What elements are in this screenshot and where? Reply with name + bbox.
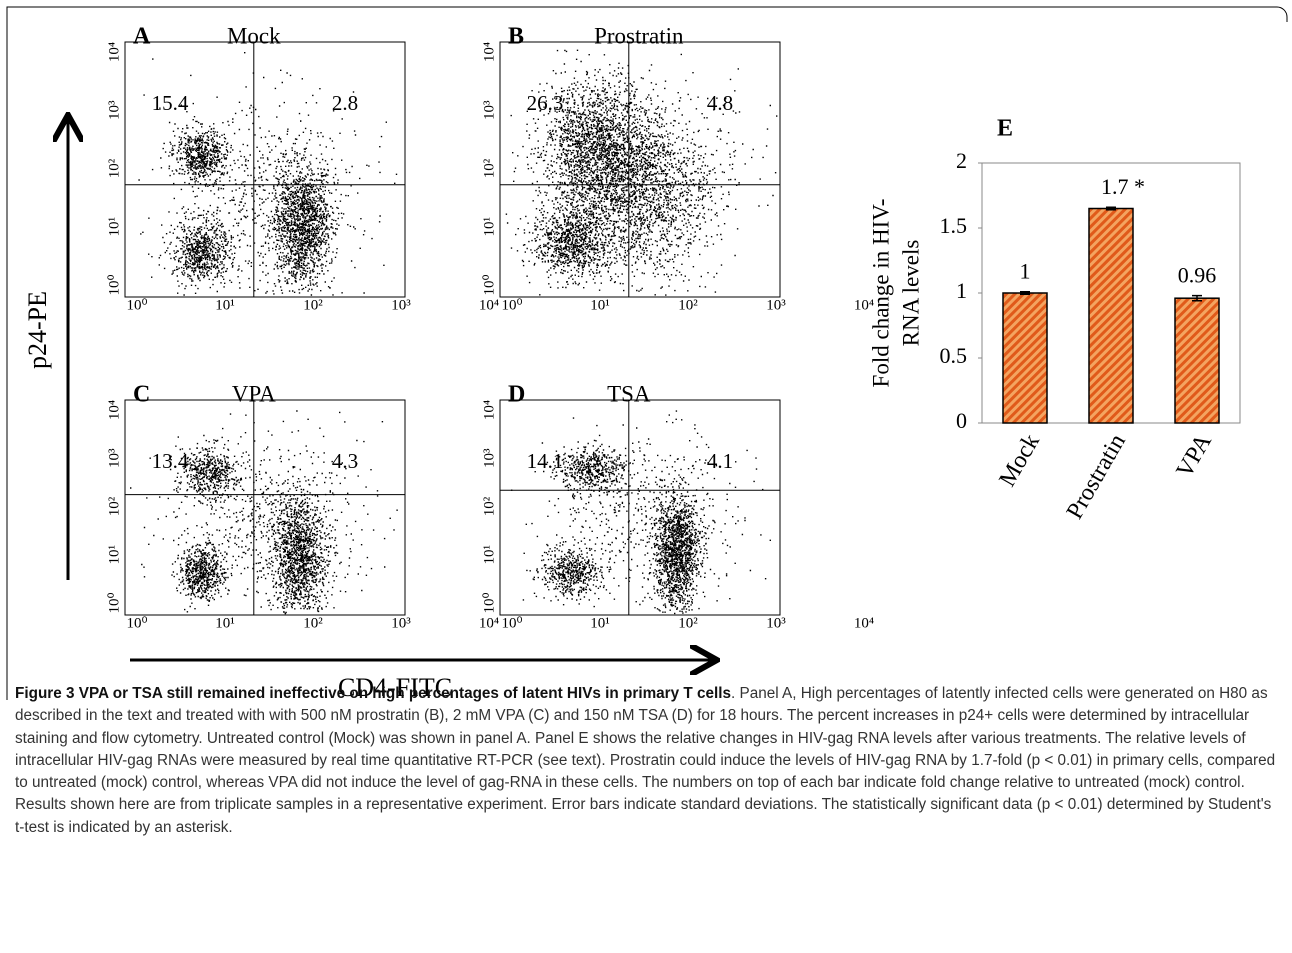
error-bar: [1192, 294, 1202, 302]
plot-frame: [124, 41, 406, 298]
x-tick-label: 10²: [678, 297, 698, 313]
y-tick-label: 10⁴: [481, 400, 497, 420]
x-tick-label: 10⁰: [501, 615, 522, 631]
quadrant-value: 2.8: [332, 91, 358, 115]
caption: Figure 3 VPA or TSA still remained ineff…: [15, 683, 1277, 839]
y-tick-label: 10³: [106, 448, 122, 468]
quadrant-value: 4.3: [332, 449, 358, 473]
x-tick-label: 10³: [391, 615, 411, 631]
x-tick-label: 10⁰: [501, 297, 522, 313]
x-tick-label: 10³: [391, 297, 411, 313]
y-tick-label: 2: [956, 148, 967, 173]
dot-cloud: [138, 52, 398, 296]
x-tick-label: 10⁴: [479, 615, 499, 631]
y-axis-label: Fold change in HIV-: [868, 199, 893, 388]
y-tick-label: 10¹: [106, 545, 122, 565]
x-tick-label: 10⁴: [854, 615, 874, 631]
y-tick-label: 10⁴: [106, 42, 122, 62]
y-tick-label: 10⁴: [481, 42, 497, 62]
panel-letter: D: [508, 382, 525, 408]
plot-frame: [499, 399, 781, 616]
y-tick-label: 10⁰: [106, 274, 122, 295]
plot-frame: [499, 41, 781, 298]
y-tick-label: 10⁰: [106, 592, 122, 613]
y-tick-label: 10⁰: [481, 592, 497, 613]
frame: [6, 6, 1288, 700]
quadrant-value: 13.4: [152, 449, 189, 473]
y-tick-label: 10²: [106, 496, 122, 516]
y-tick-label: 10¹: [106, 217, 122, 237]
value-label: 1.7 *: [1101, 174, 1145, 199]
panel-letter: A: [133, 24, 151, 50]
dot-cloud: [511, 410, 771, 615]
y-tick-label: 10¹: [481, 545, 497, 565]
y-tick-label: 0.5: [940, 343, 968, 368]
bar: [1002, 292, 1048, 424]
y-tick-label: 10³: [106, 100, 122, 120]
panel-letter: C: [133, 382, 150, 408]
dot-cloud: [505, 49, 778, 296]
x-tick-label: 10⁴: [854, 297, 874, 313]
x-tick-label: 10¹: [590, 297, 610, 313]
x-tick-label: 10¹: [590, 615, 610, 631]
panel-title: TSA: [607, 381, 651, 406]
x-tick-label: 10⁰: [126, 297, 147, 313]
error-bar: [1020, 290, 1030, 296]
x-tick-label: Mock: [994, 430, 1045, 492]
y-tick-label: 10²: [481, 496, 497, 516]
x-tick-label: Prostratin: [1062, 430, 1131, 524]
y-axis-label: RNA levels: [898, 240, 923, 347]
x-tick-label: 10²: [303, 615, 323, 631]
x-tick-label: 10²: [678, 615, 698, 631]
panel-title: Mock: [227, 23, 281, 48]
panel-title: VPA: [232, 381, 276, 406]
value-label: 0.96: [1178, 263, 1217, 288]
quadrant-value: 4.1: [707, 449, 733, 473]
panel-letter: E: [997, 116, 1013, 142]
x-axis-label: CD4-FITC: [338, 673, 452, 700]
y-tick-label: 10³: [481, 100, 497, 120]
y-tick-label: 10²: [106, 158, 122, 178]
x-tick-label: 10³: [766, 297, 786, 313]
y-tick-label: 10¹: [481, 217, 497, 237]
y-tick-label: 10²: [481, 158, 497, 178]
bar: [1174, 297, 1220, 424]
plot-frame: [124, 399, 406, 616]
quadrant-value: 4.8: [707, 91, 733, 115]
value-label: 1: [1020, 259, 1031, 284]
x-tick-label: 10¹: [215, 615, 235, 631]
panel-title: Prostratin: [594, 23, 684, 48]
x-tick-label: 10⁰: [126, 615, 147, 631]
y-tick-label: 10³: [481, 448, 497, 468]
caption-text: . Panel A, High percentages of latently …: [15, 685, 1276, 836]
x-tick-label: 10³: [766, 615, 786, 631]
x-tick-label: 10⁴: [479, 297, 499, 313]
y-axis-label: p24-PE: [23, 291, 52, 369]
x-tick-label: 10²: [303, 297, 323, 313]
panel-letter: B: [508, 24, 524, 50]
y-tick-label: 1.5: [940, 213, 968, 238]
quadrant-value: 15.4: [152, 91, 189, 115]
y-tick-label: 0: [956, 408, 967, 433]
caption-title: Figure 3 VPA or TSA still remained ineff…: [15, 685, 732, 702]
quadrant-value: 14.1: [527, 449, 564, 473]
quadrant-value: 26.3: [527, 91, 564, 115]
bar: [1088, 207, 1134, 424]
x-tick-label: VPA: [1172, 429, 1218, 482]
error-bar: [1106, 206, 1116, 211]
x-tick-label: 10¹: [215, 297, 235, 313]
dot-cloud: [130, 410, 398, 615]
y-tick-label: 1: [956, 278, 967, 303]
y-tick-label: 10⁰: [481, 274, 497, 295]
y-tick-label: 10⁴: [106, 400, 122, 420]
